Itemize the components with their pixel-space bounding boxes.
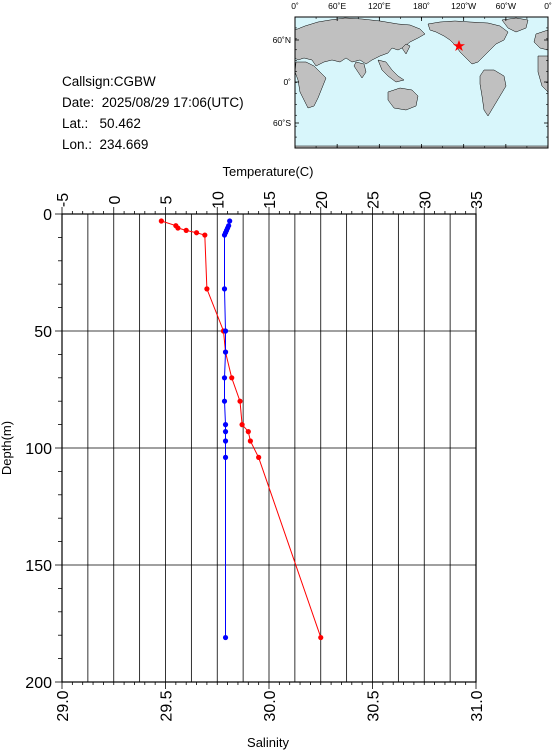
salinity-point [237, 398, 243, 404]
map-lat-labels: 60˚N 0˚ 60˚S [273, 35, 292, 128]
temperature-tick-label: 20 [314, 191, 331, 209]
salinity-point [239, 422, 245, 428]
salinity-point [204, 286, 210, 292]
salinity-point [256, 454, 262, 460]
land-australia [387, 87, 419, 111]
salinity-point [229, 375, 235, 381]
lat-value: 50.462 [99, 116, 141, 131]
temperature-tick-label: 35 [469, 191, 486, 209]
temperature-point [221, 232, 228, 238]
map-lon-label: 120˚E [368, 1, 391, 11]
land-north-america [427, 20, 509, 65]
salinity-point [318, 634, 324, 641]
salinity-tick-label: 29.5 [159, 690, 176, 721]
temperature-tick-label: 0 [107, 195, 124, 204]
lon-row: Lon.: 234.669 [62, 134, 244, 155]
depth-tick-label: 0 [43, 207, 52, 224]
salinity-tick-label: 29.0 [55, 690, 72, 721]
lon-label: Lon.: [62, 137, 93, 152]
temperature-point [222, 634, 229, 641]
map-lon-labels: 0˚ 60˚E 120˚E 180˚ 120˚W 60˚W 0˚ [291, 1, 552, 11]
callsign-value: CGBW [113, 74, 156, 89]
temperature-point [222, 438, 229, 444]
temperature-tick-label: 15 [262, 191, 279, 209]
depth-axis: 0 50 100 150 200 [25, 207, 52, 692]
grid-lines [61, 214, 477, 682]
salinity-tick-label: 30.0 [262, 690, 279, 721]
temperature-point [222, 429, 229, 435]
temperature-tick-label: 25 [366, 191, 383, 209]
salinity-axis: 29.0 29.5 30.0 30.5 31.0 [55, 690, 486, 721]
temperature-point [222, 454, 229, 460]
temperature-tick-label: 30 [417, 191, 434, 209]
temperature-tick-label: 10 [210, 191, 227, 209]
temperature-axis-label: Temperature(C) [222, 164, 313, 179]
land-eurasia-west [294, 17, 426, 67]
station-info: Callsign:CGBW Date: 2025/08/29 17:06(UTC… [62, 71, 244, 155]
land-japan [401, 43, 411, 55]
callsign-row: Callsign:CGBW [62, 71, 244, 92]
map-lat-label: 60˚N [273, 35, 291, 45]
temperature-point [222, 349, 229, 355]
lat-row: Lat.: 50.462 [62, 113, 244, 134]
land-india [353, 61, 367, 79]
map-lon-label: 180˚ [413, 1, 430, 11]
map-lat-label: 0˚ [283, 77, 291, 87]
temperature-point [221, 375, 228, 381]
temperature-point [221, 286, 228, 292]
salinity-point [245, 429, 251, 435]
callsign-label: Callsign: [62, 74, 114, 89]
salinity-tick-label: 30.5 [366, 690, 383, 721]
land-greenland [501, 17, 529, 33]
lat-label: Lat.: [62, 116, 89, 131]
map-lat-label: 60˚S [273, 118, 291, 128]
map-lon-label: 60˚E [328, 1, 346, 11]
salinity-tick-label: 31.0 [469, 690, 486, 721]
map-lon-label: 0˚ [544, 1, 552, 11]
map-ticks [294, 16, 549, 149]
salinity-point [193, 230, 200, 236]
date-label: Date: [62, 95, 95, 110]
depth-tick-label: 200 [25, 675, 52, 692]
salinity-point [247, 438, 253, 444]
land-south-america [479, 69, 507, 117]
salinity-point [183, 227, 189, 233]
temperature-axis: -5 0 5 10 15 20 25 30 35 [55, 191, 486, 209]
salinity-point [175, 225, 181, 231]
land-europe-east [533, 29, 549, 51]
date-row: Date: 2025/08/29 17:06(UTC) [62, 92, 244, 113]
map-lon-label: 120˚W [451, 1, 476, 11]
temperature-point [222, 328, 229, 334]
date-value: 2025/08/29 17:06(UTC) [101, 95, 244, 110]
world-map: 0˚ 60˚E 120˚E 180˚ 120˚W 60˚W 0˚ 60˚N 0˚ 60˚S [273, 1, 552, 149]
depth-tick-label: 150 [25, 558, 52, 575]
lon-value: 234.669 [99, 137, 149, 152]
salinity-profile-line [161, 220, 322, 638]
depth-tick-label: 100 [25, 441, 52, 458]
salinity-point [158, 218, 164, 224]
plot-frame [61, 213, 477, 683]
temperature-point [221, 398, 228, 404]
map-lon-label: 0˚ [291, 1, 299, 11]
temperature-point [222, 422, 229, 428]
depth-tick-label: 50 [34, 324, 52, 341]
temperature-point [227, 218, 233, 224]
salinity-axis-label: Salinity [247, 735, 289, 750]
temperature-tick-label: 5 [159, 195, 176, 204]
salinity-point [202, 232, 208, 238]
depth-axis-label: Depth(m) [0, 421, 14, 475]
temperature-tick-label: -5 [55, 193, 72, 207]
map-lon-label: 60˚W [496, 1, 516, 11]
red-star-icon [453, 40, 465, 51]
land-se-asia [377, 59, 405, 83]
data-series [158, 218, 324, 641]
land-africa-east [537, 55, 549, 93]
